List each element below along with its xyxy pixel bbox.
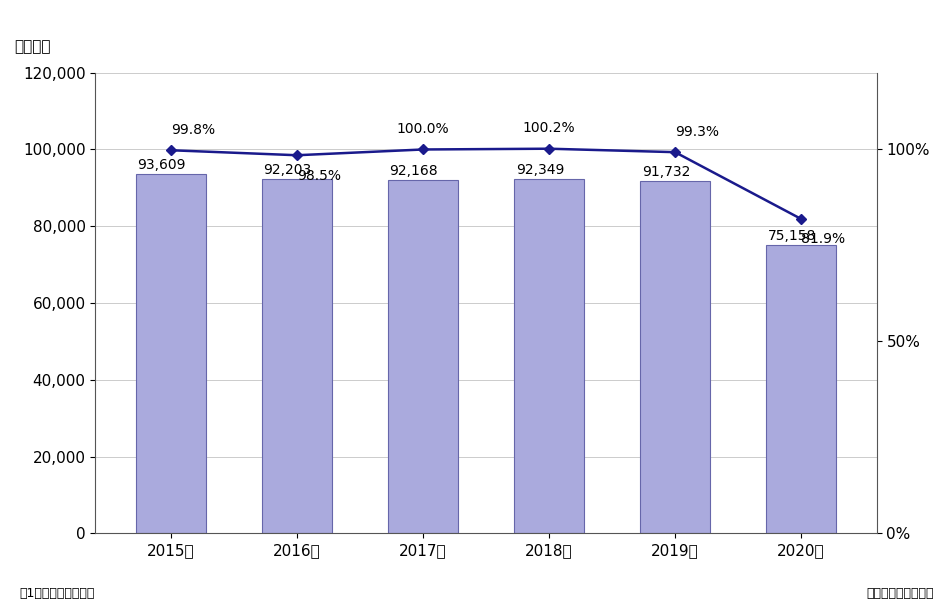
Bar [765,245,835,533]
Bar [136,174,206,533]
Text: 99.8%: 99.8% [170,123,215,137]
Text: 91,732: 91,732 [641,165,689,179]
Text: 矢野経済研究所調べ: 矢野経済研究所調べ [865,587,933,600]
Bar [640,181,709,533]
Text: 92,349: 92,349 [515,163,564,177]
Text: 92,168: 92,168 [389,164,438,178]
Text: 98.5%: 98.5% [297,168,341,182]
Text: 81.9%: 81.9% [801,232,844,247]
Text: （億円）: （億円） [14,39,51,55]
Text: 92,203: 92,203 [264,164,311,178]
Bar [514,179,584,533]
Text: 93,609: 93,609 [137,158,186,172]
Bar [262,179,331,533]
Text: 99.3%: 99.3% [674,125,719,139]
Text: 100.0%: 100.0% [396,122,448,136]
Bar [388,179,457,533]
Text: 100.2%: 100.2% [523,121,575,135]
Text: 注1．小売金額ベース: 注1．小売金額ベース [19,587,94,600]
Text: 75,158: 75,158 [767,229,815,243]
